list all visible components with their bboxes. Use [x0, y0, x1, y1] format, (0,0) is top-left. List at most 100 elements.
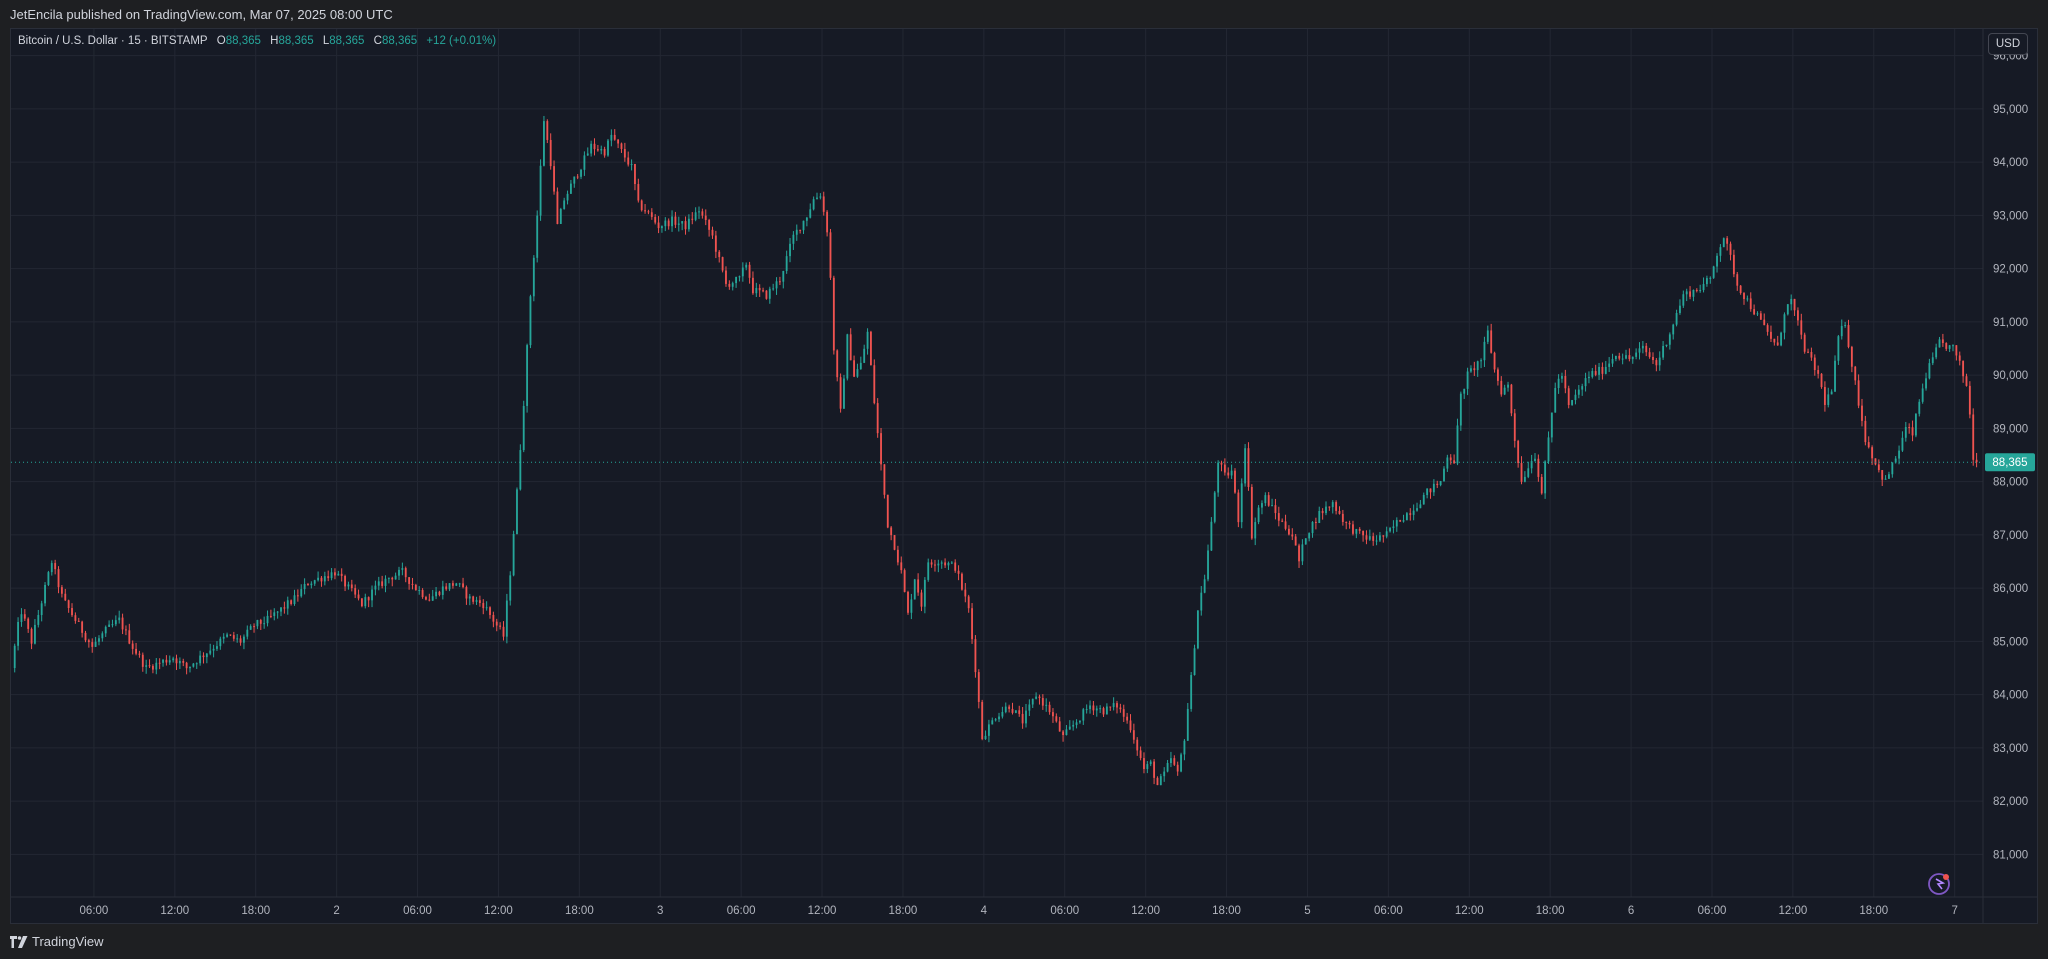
candle-body [1672, 324, 1675, 335]
candle-body [1857, 380, 1860, 406]
candle-body [387, 577, 390, 579]
candle-body [168, 660, 171, 663]
candle-body [1352, 524, 1354, 534]
candle-body [1399, 520, 1402, 522]
tradingview-brand[interactable]: TradingView [10, 934, 104, 949]
candle-body [1527, 468, 1530, 477]
candle-body [1166, 763, 1169, 772]
candle-body [812, 199, 815, 210]
candle-body [1058, 721, 1061, 732]
candle-body [377, 581, 380, 586]
candle-body [320, 577, 323, 582]
candle-body [876, 403, 879, 434]
candle-body [1375, 540, 1378, 542]
y-tick-label: 87,000 [1993, 530, 2028, 542]
candle-body [1476, 361, 1479, 371]
y-tick-label: 93,000 [1993, 210, 2028, 222]
candle-body [57, 569, 60, 588]
candle-body [522, 405, 525, 451]
candle-body [404, 568, 407, 578]
x-tick-label: 06:00 [1374, 905, 1403, 917]
candle-body [243, 636, 245, 643]
candle-body [1008, 706, 1011, 709]
candle-body [259, 620, 262, 624]
chart-panel[interactable]: 81,000 82,000 83,000 84,000 85,000 86,000 87,0… [10, 28, 2038, 924]
price-chart[interactable]: 81,000 82,000 83,000 84,000 85,000 86,000 87,0… [11, 29, 2037, 923]
candle-body [647, 211, 650, 213]
y-tick-label: 94,000 [1993, 157, 2028, 169]
candle-body [1581, 386, 1584, 390]
candle-body [1341, 513, 1344, 522]
candle-body [1446, 457, 1449, 469]
candle-body [1035, 696, 1038, 699]
candle-body [661, 226, 663, 229]
candle-body [478, 600, 481, 604]
candle-body [1739, 285, 1742, 294]
candle-body [1928, 363, 1931, 379]
candle-body [694, 212, 697, 220]
candle-body [482, 603, 485, 609]
candle-body [20, 614, 23, 622]
x-tick-label: 18:00 [1536, 905, 1565, 917]
candle-body [364, 597, 367, 607]
candle-body [185, 662, 188, 669]
candle-body [418, 590, 421, 592]
candle-body [1628, 355, 1631, 360]
candle-body [1827, 394, 1830, 405]
replay-icon[interactable] [1928, 873, 1950, 895]
candle-body [1850, 346, 1853, 367]
candle-body [1931, 357, 1934, 364]
candle-body [1240, 483, 1243, 523]
candle-body [977, 672, 980, 702]
candle-body [212, 648, 215, 651]
candle-body [1041, 698, 1044, 706]
candle-body [789, 243, 791, 257]
candle-body [1631, 356, 1634, 360]
candle-body [1257, 507, 1260, 523]
candle-body [566, 193, 569, 201]
candle-body [1594, 371, 1597, 375]
x-tick-label: 06:00 [1698, 905, 1727, 917]
candle-body [441, 586, 444, 595]
candle-body [1604, 366, 1607, 374]
candle-body [1864, 420, 1867, 443]
candle-body [1426, 488, 1429, 496]
candle-body [728, 283, 731, 287]
candle-body [276, 611, 279, 613]
currency-button[interactable]: USD [1988, 33, 2028, 55]
candle-body [1837, 336, 1840, 361]
candle-body [617, 139, 620, 144]
candle-body [1483, 341, 1486, 361]
candle-body [971, 608, 973, 640]
candle-body [512, 533, 515, 576]
candle-body [296, 595, 299, 597]
candle-body [1345, 521, 1348, 523]
candle-body [94, 641, 97, 647]
candle-body [1368, 536, 1371, 540]
candle-body [1173, 758, 1176, 765]
candle-body [1183, 740, 1186, 755]
candle-body [344, 575, 346, 587]
candle-body [445, 586, 448, 590]
candle-body [863, 348, 866, 363]
candle-body [74, 615, 77, 621]
candle-body [559, 208, 562, 224]
candle-body [1459, 393, 1462, 426]
candle-body [1163, 771, 1166, 777]
candle-body [890, 527, 893, 536]
candle-body [957, 570, 960, 574]
candle-body [1234, 470, 1236, 493]
candle-body [1355, 528, 1358, 534]
candle-body [1962, 360, 1965, 377]
candle-body [1911, 427, 1914, 436]
candle-body [1089, 705, 1091, 710]
candle-body [1567, 388, 1570, 405]
candle-body [1564, 376, 1567, 389]
candle-body [654, 216, 657, 223]
candle-body [1170, 758, 1172, 764]
candle-body [1453, 460, 1456, 464]
x-tick-label: 18:00 [241, 905, 270, 917]
candle-body [1813, 357, 1816, 371]
candle-body [263, 623, 266, 625]
candle-body [910, 599, 913, 613]
